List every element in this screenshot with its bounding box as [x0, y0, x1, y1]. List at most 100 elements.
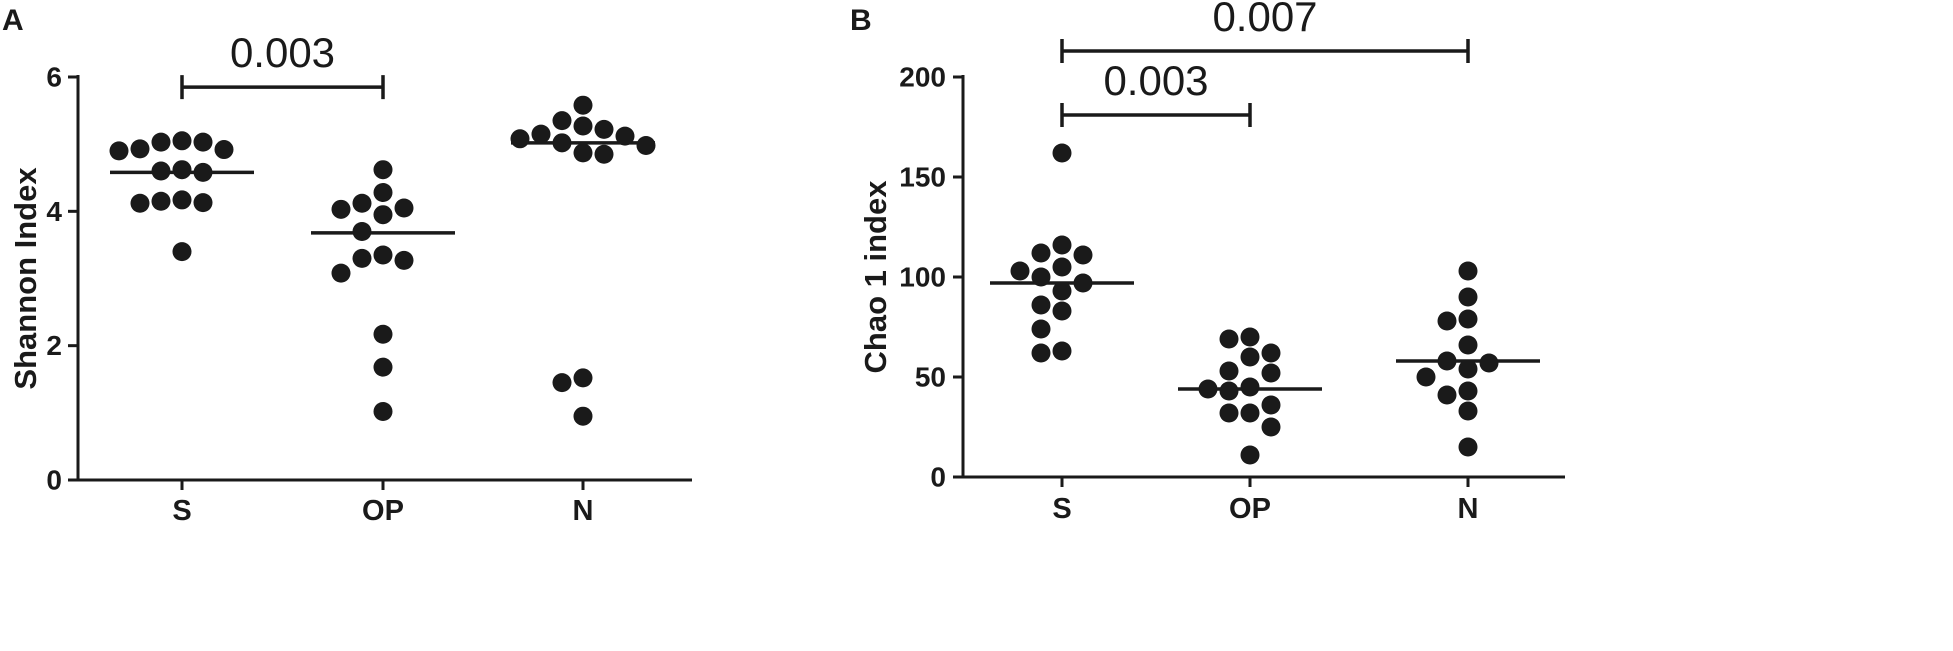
- y-tick-label: 4: [46, 196, 62, 227]
- data-point-op: [1240, 377, 1260, 397]
- data-point-op: [373, 183, 393, 203]
- data-point-n: [573, 143, 593, 163]
- data-point-op: [394, 198, 414, 218]
- data-point-op: [1219, 381, 1239, 401]
- data-point-s: [1073, 245, 1093, 265]
- data-point-op: [1219, 403, 1239, 423]
- data-point-op: [373, 357, 393, 377]
- data-point-n: [1416, 367, 1436, 387]
- data-point-op: [373, 205, 393, 225]
- data-point-s: [151, 191, 171, 211]
- data-point-s: [1052, 257, 1072, 277]
- data-point-op: [1240, 347, 1260, 367]
- p-value-label: 0.003: [1103, 57, 1208, 104]
- data-point-s: [172, 190, 192, 210]
- p-value-label: 0.003: [230, 29, 335, 76]
- y-axis-label: Shannon Index: [8, 167, 43, 390]
- data-point-n: [531, 124, 551, 144]
- data-point-op: [1261, 417, 1281, 437]
- data-point-s: [1031, 343, 1051, 363]
- data-point-op: [352, 248, 372, 268]
- data-point-n: [1458, 261, 1478, 281]
- data-point-op: [352, 193, 372, 213]
- data-point-op: [1219, 329, 1239, 349]
- data-point-n: [1479, 353, 1499, 373]
- y-tick-label: 6: [46, 62, 62, 93]
- data-point-n: [1458, 335, 1478, 355]
- data-point-s: [193, 193, 213, 213]
- data-point-s: [151, 132, 171, 152]
- data-point-s: [130, 193, 150, 213]
- panel-letter: B: [850, 4, 872, 37]
- data-point-s: [1052, 281, 1072, 301]
- x-tick-label: OP: [1229, 493, 1271, 525]
- data-point-s: [1052, 235, 1072, 255]
- data-point-op: [394, 250, 414, 270]
- x-tick-label: OP: [362, 495, 404, 527]
- significance-bracket: [1060, 39, 1470, 63]
- data-point-n: [1437, 385, 1457, 405]
- data-point-s: [1052, 301, 1072, 321]
- panel-a: A Shannon Index 0 2 4 6 S OP N 0.003: [2, 4, 692, 527]
- data-point-op: [331, 263, 351, 283]
- data-point-n: [1458, 287, 1478, 307]
- data-point-s: [1031, 243, 1051, 263]
- y-tick-label: 2: [46, 330, 62, 361]
- data-point-n: [636, 136, 656, 156]
- data-point-n: [594, 119, 614, 139]
- data-point-s: [172, 242, 192, 262]
- y-tick-label: 100: [899, 262, 946, 293]
- data-point-op: [1219, 361, 1239, 381]
- data-point-n: [1458, 401, 1478, 421]
- significance-bracket: [1060, 103, 1252, 127]
- y-tick-label: 0: [930, 462, 946, 493]
- data-point-op: [373, 160, 393, 180]
- data-point-s: [1031, 319, 1051, 339]
- data-point-op: [373, 401, 393, 421]
- data-point-op: [331, 199, 351, 219]
- data-point-op: [1240, 445, 1260, 465]
- data-point-n: [1458, 309, 1478, 329]
- data-point-n: [573, 368, 593, 388]
- data-point-n: [615, 126, 635, 146]
- data-point-s: [172, 160, 192, 180]
- x-tick-label: N: [573, 495, 594, 527]
- x-tick-label: N: [1458, 493, 1479, 525]
- y-axis-label: Chao 1 index: [858, 180, 893, 374]
- y-tick-label: 200: [899, 62, 946, 93]
- x-tick-label: S: [1052, 493, 1071, 525]
- data-point-s: [1052, 143, 1072, 163]
- data-point-op: [1261, 363, 1281, 383]
- x-tick-label: S: [172, 495, 191, 527]
- data-point-s: [172, 131, 192, 151]
- data-point-op: [1261, 343, 1281, 363]
- data-point-n: [573, 406, 593, 426]
- data-point-op: [1261, 395, 1281, 415]
- p-value-label: 0.007: [1212, 0, 1317, 40]
- data-point-n: [552, 111, 572, 131]
- data-point-op: [373, 324, 393, 344]
- data-point-s: [1010, 261, 1030, 281]
- data-point-s: [1052, 341, 1072, 361]
- data-point-n: [1458, 437, 1478, 457]
- data-point-s: [130, 139, 150, 159]
- data-point-n: [1458, 381, 1478, 401]
- data-point-n: [1437, 311, 1457, 331]
- panel-letter: A: [2, 4, 24, 37]
- y-tick-label: 150: [899, 162, 946, 193]
- data-point-s: [193, 132, 213, 152]
- y-tick-label: 50: [915, 362, 946, 393]
- data-point-s: [214, 140, 234, 160]
- data-point-n: [552, 373, 572, 393]
- data-point-n: [594, 144, 614, 164]
- data-point-n: [510, 129, 530, 149]
- data-point-op: [1240, 403, 1260, 423]
- data-point-n: [573, 95, 593, 115]
- data-point-s: [1031, 295, 1051, 315]
- data-point-n: [1458, 359, 1478, 379]
- data-point-op: [1240, 327, 1260, 347]
- data-point-op: [373, 245, 393, 265]
- y-tick-label: 0: [46, 465, 62, 496]
